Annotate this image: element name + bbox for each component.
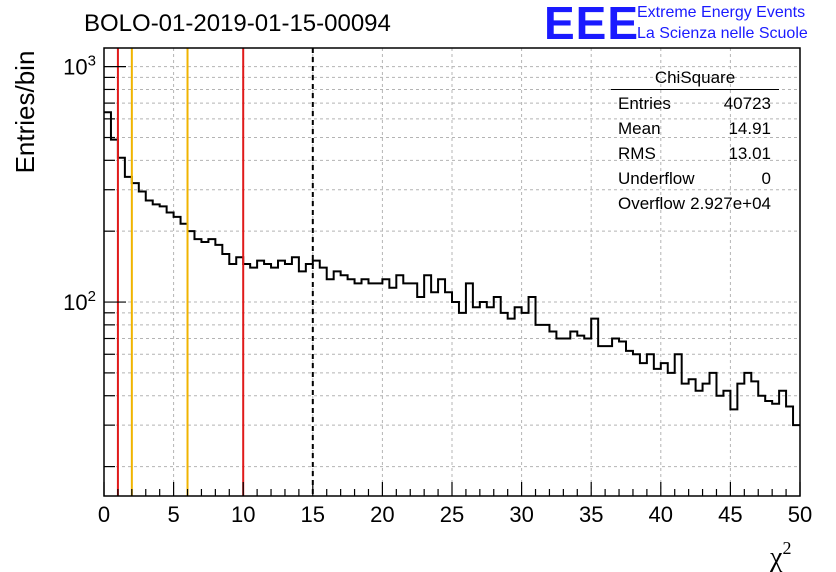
x-tick-label: 40 <box>649 502 673 527</box>
logo-line-1: Extreme Energy Events <box>637 4 806 21</box>
x-tick-label: 0 <box>98 502 110 527</box>
stats-label: Overflow <box>618 194 686 213</box>
x-tick-label: 35 <box>579 502 603 527</box>
stats-value: 2.927e+04 <box>690 194 771 213</box>
stats-row-entries: Entries 40723 <box>611 92 779 117</box>
x-tick-label: 5 <box>167 502 179 527</box>
stats-title: ChiSquare <box>611 68 779 90</box>
x-tick-label: 45 <box>718 502 742 527</box>
stats-row-overflow: Overflow 2.927e+04 <box>611 192 779 217</box>
stats-label: RMS <box>618 144 656 163</box>
stats-value: 13.01 <box>728 144 771 163</box>
x-tick-label: 10 <box>231 502 255 527</box>
y-tick-label: 103 <box>63 53 96 80</box>
stats-value: 40723 <box>723 94 771 113</box>
logo-line-2: La Scienza nelle Scuole <box>637 25 808 42</box>
x-tick-label: 15 <box>301 502 325 527</box>
x-tick-label: 30 <box>509 502 533 527</box>
stats-label: Entries <box>618 94 671 113</box>
x-tick-label: 50 <box>788 502 812 527</box>
x-tick-label: 20 <box>370 502 394 527</box>
run-title: BOLO-01-2019-01-15-00094 <box>84 10 391 37</box>
histogram-series <box>104 111 800 427</box>
stats-row-mean: Mean 14.91 <box>611 117 779 142</box>
x-tick-label: 25 <box>440 502 464 527</box>
stats-value: 0 <box>761 169 771 188</box>
stats-label: Mean <box>618 119 661 138</box>
y-tick-label: 102 <box>63 288 96 315</box>
x-axis-title: χ2 <box>769 538 791 572</box>
stats-value: 14.91 <box>728 119 771 138</box>
stats-label: Underflow <box>618 169 695 188</box>
stats-box: ChiSquare Entries 40723 Mean 14.91 RMS 1… <box>611 68 779 217</box>
stats-row-underflow: Underflow 0 <box>611 167 779 192</box>
eee-logo: EEE <box>544 0 640 49</box>
y-axis-title: Entries/bin <box>10 51 40 174</box>
stats-row-rms: RMS 13.01 <box>611 142 779 167</box>
